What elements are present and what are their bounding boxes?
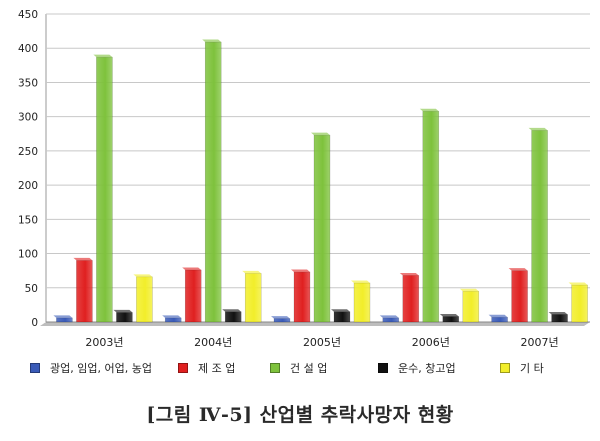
figure-caption: [그림 Ⅳ-5] 산업별 추락사망자 현황	[146, 404, 454, 426]
x-axis-floor	[40, 322, 590, 326]
bar	[402, 275, 420, 323]
bar	[204, 41, 222, 323]
y-tick-label: 0	[31, 317, 38, 329]
x-tick-label: 2007년	[521, 336, 559, 349]
legend-label: 건 설 업	[290, 362, 328, 375]
bar	[184, 269, 202, 323]
bar	[353, 282, 371, 323]
bar	[442, 316, 460, 323]
bar-top	[311, 132, 330, 136]
bar	[244, 273, 262, 323]
x-tick-label: 2003년	[85, 336, 123, 349]
bar-top	[331, 309, 350, 312]
bar	[531, 130, 548, 323]
bar-top	[459, 288, 479, 292]
bar-top	[53, 315, 73, 318]
legend-item: 운수, 창고업	[378, 360, 456, 376]
legend: 광업, 임업, 어업, 농업 제 조 업 건 설 업 운수, 창고업 기 타	[30, 360, 590, 380]
bar-top	[133, 274, 153, 277]
bar-top	[351, 280, 370, 283]
bar-top	[419, 108, 439, 112]
bar	[491, 316, 508, 323]
bar-top	[242, 270, 262, 274]
bar-top	[399, 272, 419, 276]
bar-top	[291, 269, 310, 273]
x-tick-label: 2004년	[194, 336, 232, 349]
bar	[462, 290, 480, 323]
bar-top	[548, 311, 568, 315]
legend-item: 광업, 임업, 어업, 농업	[30, 360, 152, 376]
bar-top	[222, 309, 242, 312]
bar	[273, 318, 291, 323]
bar-top	[73, 257, 93, 261]
bar	[511, 270, 528, 323]
y-tick-label: 300	[18, 112, 38, 124]
legend-label: 기 타	[520, 362, 544, 375]
bar	[571, 284, 588, 323]
legend-item: 기 타	[500, 360, 544, 376]
y-tick-label: 200	[18, 180, 38, 192]
legend-swatch	[500, 363, 510, 373]
y-tick-label: 400	[18, 43, 38, 55]
legend-swatch	[30, 363, 40, 373]
legend-label: 운수, 창고업	[398, 362, 456, 375]
bar-top	[162, 315, 182, 318]
x-axis: 2003년 2004년 2005년 2006년 2007년	[85, 336, 558, 349]
y-tick-label: 50	[25, 283, 38, 295]
y-axis: 0 50 100 150 200 250 300 350 400 450	[18, 9, 38, 329]
bar-top	[271, 316, 290, 319]
legend-swatch	[178, 363, 188, 373]
legend-swatch	[378, 363, 388, 373]
bar	[333, 311, 351, 323]
y-tick-label: 150	[18, 214, 38, 226]
bar	[76, 260, 93, 323]
bar-top	[439, 314, 459, 317]
bar	[96, 56, 113, 323]
bar-top	[202, 39, 222, 43]
bar-top	[528, 127, 548, 131]
bar	[164, 317, 182, 323]
y-tick-label: 250	[18, 146, 38, 158]
y-tick-label: 450	[18, 9, 38, 21]
bar-top	[488, 314, 508, 318]
bar-top	[508, 268, 528, 271]
bar	[551, 314, 568, 323]
bar-top	[113, 309, 133, 313]
legend-label: 제 조 업	[198, 362, 236, 375]
bar	[422, 110, 440, 323]
bar-top	[568, 282, 588, 286]
bar	[56, 317, 73, 323]
bar	[116, 312, 133, 323]
legend-item: 건 설 업	[270, 360, 327, 376]
bar-top	[182, 267, 202, 270]
bars	[53, 39, 588, 323]
bar	[382, 317, 400, 323]
bar	[313, 134, 331, 323]
y-tick-label: 100	[18, 249, 38, 261]
x-tick-label: 2006년	[412, 336, 450, 349]
bar	[224, 311, 242, 323]
legend-label: 광업, 임업, 어업, 농업	[50, 362, 152, 375]
legend-swatch	[270, 363, 280, 373]
bar	[136, 276, 153, 323]
bar-top	[93, 54, 113, 58]
y-tick-label: 350	[18, 77, 38, 89]
bar-top	[379, 315, 399, 318]
x-tick-label: 2005년	[303, 336, 341, 349]
legend-item: 제 조 업	[178, 360, 235, 376]
bar	[293, 271, 311, 323]
